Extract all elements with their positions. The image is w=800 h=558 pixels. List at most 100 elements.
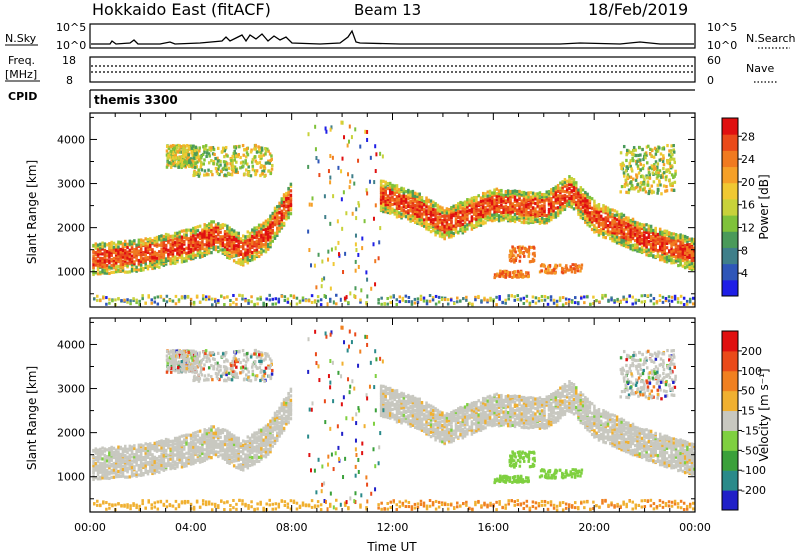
echo-cell xyxy=(244,248,247,251)
date-label: 18/Feb/2019 xyxy=(588,0,688,19)
echo-cell xyxy=(632,244,635,247)
echo-cell xyxy=(269,215,272,218)
echo-cell xyxy=(684,235,687,238)
echo-cell xyxy=(243,148,246,151)
echo-cell xyxy=(639,247,642,250)
echo-cell xyxy=(677,245,680,248)
echo-cell xyxy=(172,156,175,159)
echo-cell xyxy=(511,202,514,205)
echo-cell xyxy=(605,236,608,239)
echo-cell xyxy=(247,165,250,168)
echo-cell xyxy=(262,243,265,246)
echo-cell xyxy=(666,230,669,233)
echo-cell xyxy=(214,300,217,303)
echo-cell xyxy=(477,295,480,298)
echo-cell xyxy=(208,234,211,237)
echo-cell xyxy=(411,300,414,303)
echo-cell xyxy=(423,297,426,300)
echo-cell xyxy=(106,463,109,466)
echo-cell xyxy=(223,303,226,306)
echo-cell xyxy=(602,210,605,213)
echo-cell xyxy=(321,278,323,282)
echo-cell xyxy=(443,225,446,228)
echo-cell xyxy=(634,239,637,242)
echo-cell xyxy=(598,225,601,228)
echo-cell xyxy=(97,244,100,247)
echo-cell xyxy=(521,207,524,210)
nsearch-label: N.Search xyxy=(746,32,796,45)
y-tick-label: 3000 xyxy=(57,178,85,191)
echo-cell xyxy=(562,303,565,306)
echo-cell xyxy=(353,182,355,186)
echo-cell xyxy=(408,300,411,303)
echo-cell xyxy=(565,266,568,269)
echo-cell xyxy=(101,252,104,255)
echo-cell xyxy=(160,295,163,298)
echo-cell xyxy=(169,257,172,260)
echo-cell xyxy=(496,188,499,191)
echo-cell xyxy=(133,473,136,476)
echo-cell xyxy=(144,458,147,461)
echo-cell xyxy=(582,206,585,209)
echo-cell xyxy=(459,224,462,227)
echo-cell xyxy=(399,300,402,303)
echo-cell xyxy=(414,221,417,224)
echo-cell xyxy=(163,259,166,262)
echo-cell xyxy=(184,153,187,156)
echo-cell xyxy=(330,128,332,132)
echo-cell xyxy=(147,294,150,297)
echo-cell xyxy=(247,174,250,177)
echo-cell xyxy=(172,239,175,242)
echo-cell xyxy=(233,229,236,232)
echo-cell xyxy=(564,270,567,273)
echo-cell xyxy=(108,242,111,245)
echo-cell xyxy=(201,255,204,258)
echo-cell xyxy=(210,251,213,254)
echo-cell xyxy=(666,246,669,249)
echo-cell xyxy=(658,146,661,149)
echo-cell xyxy=(668,249,671,252)
echo-cell xyxy=(618,236,621,239)
echo-cell xyxy=(357,201,359,205)
echo-cell xyxy=(482,199,485,202)
echo-cell xyxy=(151,248,154,251)
cpid-label: CPID xyxy=(8,90,37,103)
echo-cell xyxy=(93,297,96,300)
echo-cell xyxy=(194,162,197,165)
echo-cell xyxy=(323,276,325,280)
echo-cell xyxy=(473,199,476,202)
echo-cell xyxy=(144,237,147,240)
echo-cell xyxy=(691,237,694,240)
echo-cell xyxy=(261,172,264,175)
echo-cell xyxy=(190,248,193,251)
echo-cell xyxy=(217,250,220,253)
echo-cell xyxy=(652,229,655,232)
echo-cell xyxy=(254,155,257,158)
colorbar-tick-label: 20 xyxy=(741,176,755,189)
echo-cell xyxy=(260,155,263,158)
echo-cell xyxy=(684,266,687,269)
echo-cell xyxy=(666,252,669,255)
echo-cell xyxy=(117,473,120,476)
echo-cell xyxy=(514,270,517,273)
echo-cell xyxy=(635,302,638,305)
echo-cell xyxy=(165,233,168,236)
echo-cell xyxy=(133,260,136,263)
echo-cell xyxy=(655,153,658,156)
echo-cell xyxy=(452,232,455,235)
echo-cell xyxy=(609,230,612,233)
echo-cell xyxy=(450,298,453,301)
echo-cell xyxy=(206,248,209,251)
echo-cell xyxy=(201,233,204,236)
echo-cell xyxy=(272,215,275,218)
echo-cell xyxy=(559,296,562,299)
echo-cell xyxy=(654,227,657,230)
echo-cell xyxy=(305,299,308,302)
echo-cell xyxy=(663,230,666,233)
echo-cell xyxy=(250,300,253,303)
echo-cell xyxy=(129,448,132,451)
echo-cell xyxy=(110,241,113,244)
echo-cell xyxy=(466,210,469,213)
echo-cell xyxy=(213,220,216,223)
freq-label-2: [MHz] xyxy=(5,68,37,81)
